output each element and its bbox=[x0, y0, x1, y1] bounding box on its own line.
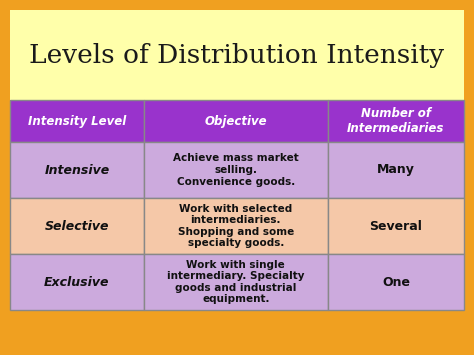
Bar bbox=[10, 142, 144, 198]
Text: Intensive: Intensive bbox=[45, 164, 109, 176]
Bar bbox=[10, 100, 144, 142]
Text: Selective: Selective bbox=[45, 219, 109, 233]
Text: Work with single
intermediary. Specialty
goods and industrial
equipment.: Work with single intermediary. Specialty… bbox=[167, 260, 305, 304]
Text: Levels of Distribution Intensity: Levels of Distribution Intensity bbox=[29, 43, 445, 67]
Bar bbox=[144, 100, 328, 142]
Text: Number of
Intermediaries: Number of Intermediaries bbox=[347, 107, 445, 135]
Text: Achieve mass market
selling.
Convenience goods.: Achieve mass market selling. Convenience… bbox=[173, 153, 299, 187]
Text: One: One bbox=[382, 275, 410, 289]
Bar bbox=[328, 254, 464, 310]
Bar bbox=[144, 198, 328, 254]
Text: Several: Several bbox=[369, 219, 422, 233]
Text: Work with selected
intermediaries.
Shopping and some
specialty goods.: Work with selected intermediaries. Shopp… bbox=[178, 204, 294, 248]
Bar bbox=[10, 10, 464, 100]
Bar bbox=[10, 254, 144, 310]
Bar bbox=[328, 198, 464, 254]
Text: Many: Many bbox=[377, 164, 415, 176]
Bar bbox=[144, 254, 328, 310]
Bar bbox=[328, 142, 464, 198]
Bar bbox=[10, 198, 144, 254]
Bar bbox=[328, 100, 464, 142]
Bar bbox=[144, 142, 328, 198]
Text: Exclusive: Exclusive bbox=[44, 275, 109, 289]
Text: Intensity Level: Intensity Level bbox=[28, 115, 126, 127]
Text: Objective: Objective bbox=[205, 115, 267, 127]
